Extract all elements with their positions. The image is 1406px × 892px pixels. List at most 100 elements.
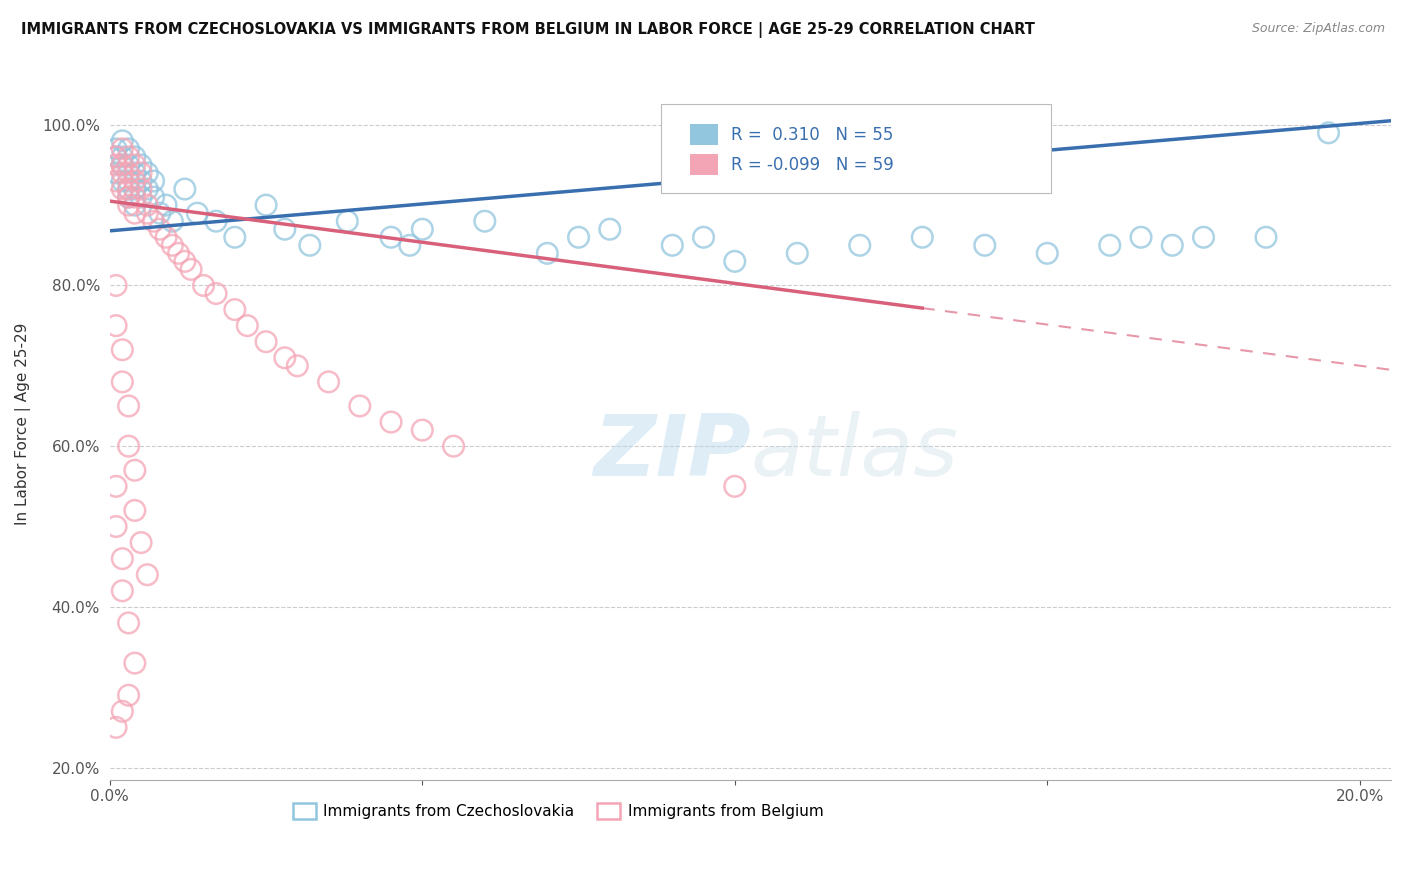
- Point: [1161, 238, 1184, 252]
- Point: [973, 238, 995, 252]
- Point: [911, 230, 934, 244]
- Point: [117, 150, 139, 164]
- Point: [167, 246, 190, 260]
- Point: [380, 415, 402, 429]
- Point: [117, 615, 139, 630]
- Point: [117, 439, 139, 453]
- Point: [443, 439, 465, 453]
- Point: [105, 142, 128, 156]
- Y-axis label: In Labor Force | Age 25-29: In Labor Force | Age 25-29: [15, 323, 31, 525]
- Point: [380, 230, 402, 244]
- Point: [1317, 126, 1340, 140]
- Point: [398, 238, 420, 252]
- Point: [536, 246, 558, 260]
- Point: [724, 254, 747, 268]
- Point: [124, 503, 146, 517]
- Point: [786, 246, 808, 260]
- Point: [136, 166, 159, 180]
- Point: [162, 214, 184, 228]
- Point: [411, 423, 433, 437]
- Point: [136, 198, 159, 212]
- Point: [117, 399, 139, 413]
- Point: [105, 720, 128, 734]
- Point: [274, 351, 297, 365]
- Text: ZIP: ZIP: [593, 411, 751, 494]
- Point: [111, 166, 134, 180]
- Point: [111, 158, 134, 172]
- Point: [136, 182, 159, 196]
- Point: [124, 656, 146, 670]
- Point: [117, 182, 139, 196]
- Text: atlas: atlas: [751, 411, 959, 494]
- Point: [155, 198, 177, 212]
- Point: [186, 206, 208, 220]
- Point: [142, 174, 165, 188]
- Bar: [690, 124, 718, 145]
- Point: [124, 463, 146, 477]
- Point: [849, 238, 872, 252]
- Point: [1098, 238, 1121, 252]
- Point: [136, 567, 159, 582]
- Point: [105, 479, 128, 493]
- Point: [117, 190, 139, 204]
- Point: [224, 302, 246, 317]
- Point: [236, 318, 259, 333]
- Point: [111, 551, 134, 566]
- Point: [1130, 230, 1153, 244]
- Point: [105, 174, 128, 188]
- Point: [599, 222, 621, 236]
- Point: [124, 206, 146, 220]
- Point: [274, 222, 297, 236]
- Point: [254, 198, 277, 212]
- Point: [124, 174, 146, 188]
- Point: [124, 182, 146, 196]
- Point: [129, 166, 152, 180]
- Bar: [690, 153, 718, 175]
- Point: [111, 375, 134, 389]
- Point: [111, 704, 134, 718]
- Point: [117, 182, 139, 196]
- Point: [111, 182, 134, 196]
- Point: [318, 375, 340, 389]
- Point: [285, 359, 308, 373]
- Point: [117, 174, 139, 188]
- Legend: Immigrants from Czechoslovakia, Immigrants from Belgium: Immigrants from Czechoslovakia, Immigran…: [287, 797, 830, 825]
- Text: R =  0.310   N = 55: R = 0.310 N = 55: [731, 126, 894, 144]
- Point: [111, 583, 134, 598]
- Point: [162, 238, 184, 252]
- Point: [567, 230, 589, 244]
- Point: [117, 198, 139, 212]
- Point: [117, 158, 139, 172]
- Point: [142, 190, 165, 204]
- Point: [129, 174, 152, 188]
- Point: [111, 142, 134, 156]
- Point: [105, 158, 128, 172]
- Point: [149, 206, 172, 220]
- Point: [724, 479, 747, 493]
- Point: [117, 166, 139, 180]
- Point: [129, 182, 152, 196]
- Point: [1254, 230, 1277, 244]
- Point: [129, 158, 152, 172]
- Point: [205, 214, 228, 228]
- Point: [474, 214, 496, 228]
- Point: [105, 318, 128, 333]
- Point: [124, 150, 146, 164]
- Point: [298, 238, 321, 252]
- Point: [411, 222, 433, 236]
- Point: [105, 278, 128, 293]
- Point: [661, 238, 683, 252]
- Point: [692, 230, 714, 244]
- Point: [124, 190, 146, 204]
- Point: [1036, 246, 1059, 260]
- Point: [349, 399, 371, 413]
- Point: [180, 262, 202, 277]
- Point: [124, 198, 146, 212]
- Point: [111, 134, 134, 148]
- Point: [136, 206, 159, 220]
- Point: [149, 222, 172, 236]
- Point: [173, 254, 195, 268]
- Point: [111, 150, 134, 164]
- Point: [224, 230, 246, 244]
- FancyBboxPatch shape: [661, 104, 1052, 193]
